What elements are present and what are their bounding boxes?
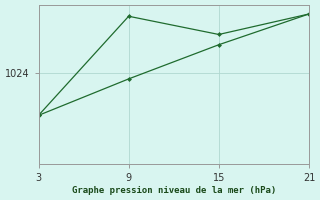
X-axis label: Graphe pression niveau de la mer (hPa): Graphe pression niveau de la mer (hPa): [72, 186, 276, 195]
